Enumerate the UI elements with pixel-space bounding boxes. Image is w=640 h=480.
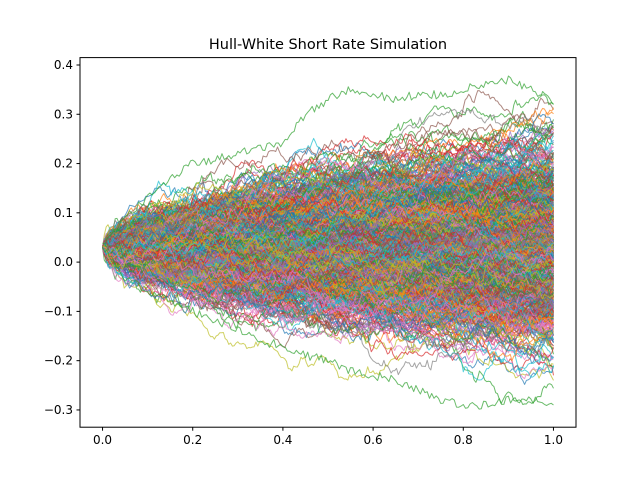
simulation-path	[102, 246, 554, 312]
simulation-path	[102, 193, 554, 285]
simulation-path	[102, 171, 554, 261]
simulation-path	[102, 113, 554, 248]
simulation-path	[102, 214, 554, 287]
simulation-path	[102, 234, 554, 269]
y-tick-label: 0.2	[54, 157, 73, 171]
y-tick-label: −0.1	[44, 304, 73, 318]
envelope-upper-path	[102, 75, 554, 245]
simulation-path	[102, 164, 554, 257]
y-tick-label: −0.3	[44, 403, 73, 417]
y-tick-label: 0.0	[54, 255, 73, 269]
simulation-path	[102, 155, 554, 250]
simulation-path	[102, 206, 554, 266]
x-tick-label: 0.8	[454, 433, 473, 447]
x-tick-label: 1.0	[544, 433, 563, 447]
x-axis: 0.0 0.2 0.4 0.6 0.8 1.0	[93, 427, 563, 447]
y-tick-label: 0.1	[54, 206, 73, 220]
x-tick-label: 0.2	[183, 433, 202, 447]
y-tick-label: 0.4	[54, 58, 73, 72]
simulation-path	[102, 234, 554, 295]
envelope-lower-path	[102, 246, 554, 410]
chart-title: Hull-White Short Rate Simulation	[209, 37, 447, 53]
simulation-path	[102, 136, 554, 269]
x-tick-label: 0.6	[364, 433, 383, 447]
x-tick-label: 0.4	[273, 433, 292, 447]
simulation-path	[102, 246, 554, 380]
simulation-path	[102, 227, 554, 371]
simulation-path	[102, 123, 554, 262]
y-tick-label: −0.2	[44, 354, 73, 368]
simulation-path	[102, 245, 554, 354]
simulation-paths	[102, 75, 554, 410]
y-tick-label: 0.3	[54, 107, 73, 121]
simulation-path	[102, 213, 554, 274]
simulation-path	[102, 247, 554, 344]
simulation-path	[102, 232, 554, 283]
plot-area-frame	[79, 57, 577, 428]
y-axis: −0.3 −0.2 −0.1 0.0 0.1 0.2 0.3 0.4	[44, 58, 80, 417]
simulation-path	[102, 224, 554, 300]
simulation-path	[102, 213, 554, 263]
simulation-path	[102, 133, 554, 253]
x-tick-label: 0.0	[93, 433, 112, 447]
